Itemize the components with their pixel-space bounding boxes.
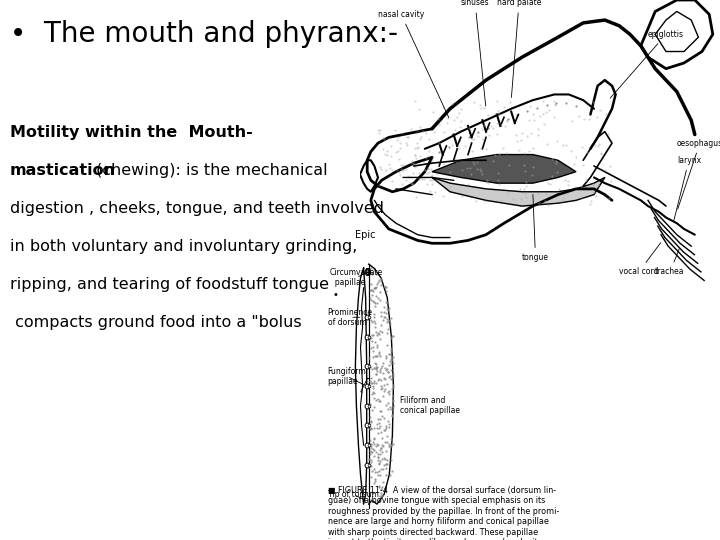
Text: epiglottis: epiglottis xyxy=(611,30,684,98)
Text: tongue: tongue xyxy=(522,194,549,262)
Text: mastication: mastication xyxy=(10,163,116,178)
Text: oesophagus: oesophagus xyxy=(677,139,720,209)
Text: digestion , cheeks, tongue, and teeth involved: digestion , cheeks, tongue, and teeth in… xyxy=(10,201,384,216)
Polygon shape xyxy=(432,154,576,183)
Text: •  The mouth and phyranx:-: • The mouth and phyranx:- xyxy=(10,20,398,48)
Text: Motility within the  Mouth-: Motility within the Mouth- xyxy=(10,125,253,140)
Text: Circumvallate
  papillae: Circumvallate papillae xyxy=(330,268,383,287)
Text: Prominence
of dorsum: Prominence of dorsum xyxy=(328,308,373,327)
Text: (chewing): is the mechanical: (chewing): is the mechanical xyxy=(96,163,328,178)
Text: nasal cavity: nasal cavity xyxy=(378,10,449,118)
Text: compacts ground food into a "bolus: compacts ground food into a "bolus xyxy=(10,315,302,330)
Text: •: • xyxy=(333,289,338,300)
Text: vocal cord: vocal cord xyxy=(619,242,661,276)
Text: Epic: Epic xyxy=(355,230,376,240)
Text: Fungiform
papillae: Fungiform papillae xyxy=(328,367,369,393)
Text: trachea: trachea xyxy=(655,249,685,276)
Text: Filiform and
conical papillae: Filiform and conical papillae xyxy=(393,396,459,415)
Polygon shape xyxy=(432,178,605,206)
Text: hard palate: hard palate xyxy=(497,0,541,97)
Text: in both voluntary and involuntary grinding,: in both voluntary and involuntary grindi… xyxy=(10,239,357,254)
Text: ■ FIGURE 11-4  A view of the dorsal surface (dorsum lin-
guae) of a bovine tongu: ■ FIGURE 11-4 A view of the dorsal surfa… xyxy=(328,486,560,540)
Text: sinuses: sinuses xyxy=(461,0,490,106)
Text: larynx: larynx xyxy=(674,156,701,220)
Text: Tip of torsum: Tip of torsum xyxy=(328,490,379,499)
Text: ripping, and tearing of foodstuff tongue: ripping, and tearing of foodstuff tongue xyxy=(10,277,329,292)
